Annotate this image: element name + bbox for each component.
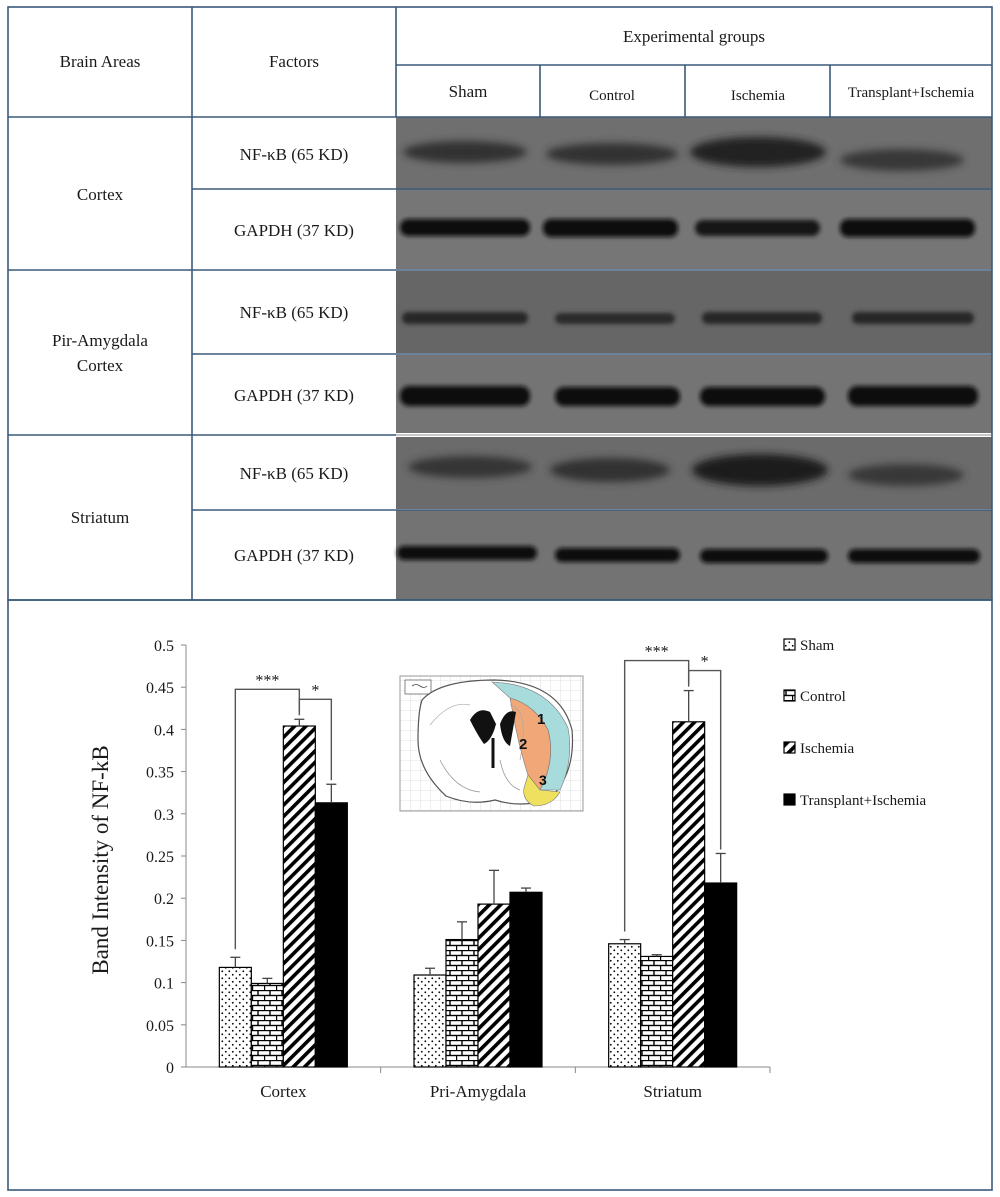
significance-label: ***: [255, 672, 279, 689]
band: [400, 386, 530, 406]
group-sham: Sham: [449, 82, 488, 101]
band: [555, 548, 680, 562]
band: [550, 458, 670, 482]
band: [402, 312, 528, 324]
factor-nfkb: NF-κB (65 KD): [240, 145, 349, 164]
region-label-1: 1: [537, 711, 545, 728]
factor-gapdh: GAPDH (37 KD): [234, 221, 354, 240]
significance-label: ***: [645, 644, 669, 661]
legend-swatch-control: [783, 689, 796, 702]
band: [702, 312, 822, 324]
band: [695, 220, 820, 236]
bar-ischemia-pri-amygdala: [477, 903, 511, 1068]
band: [408, 456, 532, 478]
bar-sham-cortex: [218, 966, 252, 1068]
band: [692, 454, 828, 486]
area-striatum: Striatum: [71, 508, 130, 527]
factor-nfkb: NF-κB (65 KD): [240, 303, 349, 322]
band: [690, 137, 826, 167]
bar-control-cortex: [250, 982, 284, 1068]
band: [848, 464, 964, 486]
factor-gapdh: GAPDH (37 KD): [234, 546, 354, 565]
legend-label: Sham: [800, 638, 835, 654]
bar-ischemia-cortex: [282, 725, 316, 1068]
x-category-label: Cortex: [260, 1082, 307, 1101]
y-tick-label: 0.1: [154, 976, 174, 993]
bar-transplant-ischemia-cortex: [314, 802, 348, 1068]
band: [840, 219, 975, 237]
y-tick-label: 0.2: [154, 891, 174, 908]
band: [555, 313, 675, 324]
y-axis-label: Band Intensity of NF-kB: [88, 745, 113, 974]
legend-label: Ischemia: [800, 741, 854, 757]
band: [400, 219, 530, 236]
header-experimental-groups: Experimental groups: [623, 27, 765, 46]
y-tick-label: 0.05: [146, 1018, 174, 1035]
region-label-3: 3: [539, 772, 547, 788]
y-tick-label: 0.5: [154, 638, 174, 655]
brain-section-inset: 1 2 3: [399, 675, 584, 812]
x-category-label: Striatum: [643, 1082, 702, 1101]
legend-label: Transplant+Ischemia: [800, 793, 927, 809]
band: [848, 549, 980, 563]
bar-transplant-ischemia-pri-amygdala: [509, 891, 543, 1068]
group-ischemia: Ischemia: [731, 88, 785, 104]
group-transplant-ischemia: Transplant+Ischemia: [848, 85, 975, 101]
band: [543, 219, 678, 237]
bar-control-pri-amygdala: [445, 938, 479, 1068]
region-label-2: 2: [519, 736, 527, 753]
x-category-label: Pri-Amygdala: [430, 1082, 527, 1101]
y-tick-label: 0.45: [146, 680, 174, 697]
y-tick-label: 0.25: [146, 849, 174, 866]
legend-swatch-transplant-ischemia: [783, 793, 796, 806]
area-cortex: Cortex: [77, 185, 124, 204]
chart-legend: Sham Control Ischemia Transplant+Ischemia: [783, 638, 927, 809]
legend-swatch-sham: [783, 638, 796, 651]
band: [700, 387, 825, 406]
y-tick-label: 0.3: [154, 807, 174, 824]
band: [848, 386, 978, 406]
y-tick-label: 0: [166, 1060, 174, 1077]
significance-bracket: [298, 698, 333, 781]
band: [852, 312, 974, 324]
header-factors: Factors: [269, 52, 319, 71]
y-tick-label: 0.4: [154, 722, 174, 739]
band: [397, 546, 537, 560]
bar-sham-pri-amygdala: [413, 974, 447, 1068]
legend-label: Control: [800, 689, 846, 705]
legend-swatch-ischemia: [783, 741, 796, 754]
significance-label: *: [701, 654, 709, 671]
y-tick-label: 0.15: [146, 933, 174, 950]
band: [840, 149, 964, 171]
bar-control-striatum: [640, 955, 674, 1068]
significance-label: *: [311, 682, 319, 699]
factor-nfkb: NF-κB (65 KD): [240, 464, 349, 483]
band: [700, 549, 828, 563]
band: [546, 143, 678, 165]
band: [555, 387, 680, 406]
area-pir-amygdala-line1: Pir-Amygdala: [52, 331, 148, 350]
bar-ischemia-striatum: [672, 721, 706, 1068]
significance-bracket: [687, 669, 722, 850]
area-pir-amygdala-line2: Cortex: [77, 356, 124, 375]
chart-panel-border: [7, 599, 993, 1191]
group-control: Control: [589, 88, 635, 104]
bar-transplant-ischemia-striatum: [704, 882, 738, 1068]
bar-sham-striatum: [608, 943, 642, 1068]
western-blot-table: Brain Areas Factors Experimental groups …: [7, 6, 993, 601]
factor-gapdh: GAPDH (37 KD): [234, 386, 354, 405]
header-brain-areas: Brain Areas: [60, 52, 141, 71]
band: [403, 141, 527, 163]
bar-chart: 0 0.05 0.1 0.15 0.2 0.25 0.3 0.35 0.4 0.45 0.5 Band…: [88, 638, 771, 1101]
y-tick-label: 0.35: [146, 765, 174, 782]
